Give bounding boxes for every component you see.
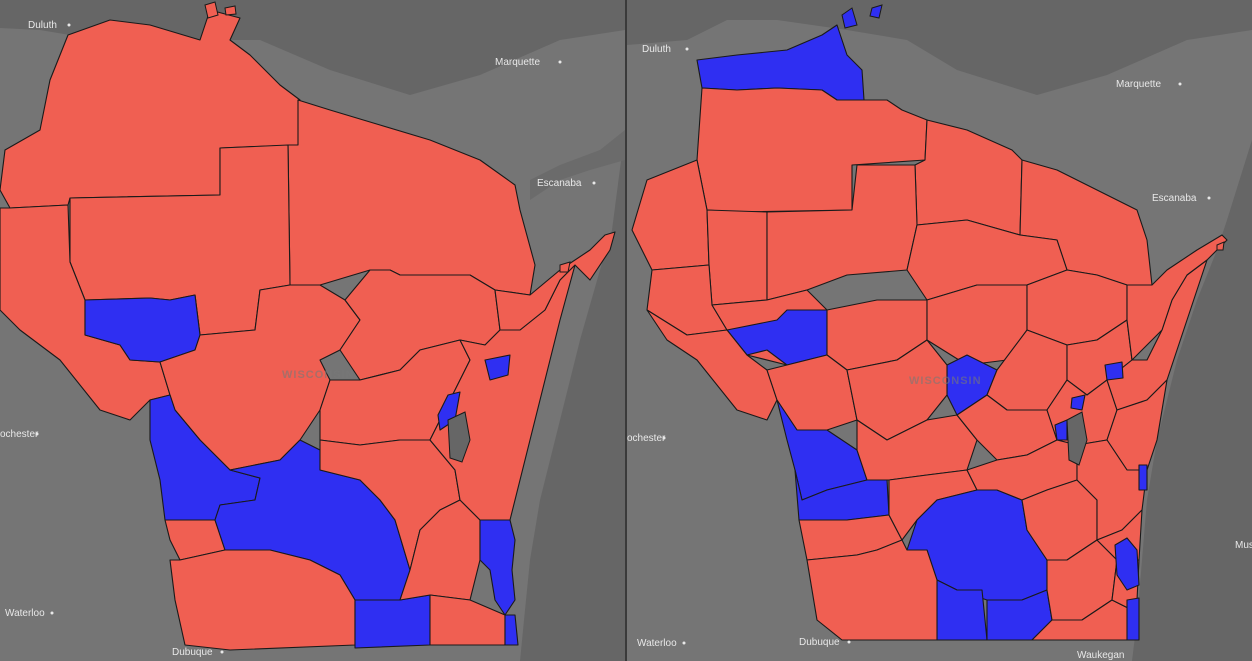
lake-superior (627, 0, 1252, 95)
district-dem[interactable] (484, 354, 511, 381)
city-label-waterloo: Waterloo (637, 638, 677, 649)
district-dem[interactable] (1070, 394, 1086, 411)
city-label-dubuque: Dubuque (172, 647, 213, 658)
city-dot (1207, 196, 1211, 200)
district-dem[interactable] (1054, 419, 1068, 441)
city-label-waukegan: Waukegan (1077, 650, 1124, 661)
state-label: WISCONSIN (282, 369, 355, 381)
city-label-duluth: Duluth (642, 44, 671, 55)
district[interactable] (1126, 234, 1228, 361)
right-city-labels: Duluth Marquette Escanaba ochester Water… (627, 44, 1252, 661)
state-label: WISCONSIN (909, 375, 982, 387)
island (1216, 241, 1225, 251)
city-label-waterloo: Waterloo (5, 608, 45, 619)
city-dot (50, 611, 54, 615)
city-dot (592, 181, 596, 185)
district[interactable] (706, 209, 768, 306)
lake-winnebago (447, 411, 471, 463)
left-city-labels: Duluth Marquette Escanaba ochester Water… (0, 20, 596, 658)
city-label-dubuque: Dubuque (799, 637, 840, 648)
lake-superior (0, 0, 625, 95)
city-label-escanaba: Escanaba (1152, 193, 1197, 204)
district-dem[interactable] (479, 519, 516, 616)
city-dot (35, 432, 39, 436)
city-dot (682, 641, 686, 645)
panel-divider (625, 0, 627, 661)
city-dot (1178, 82, 1182, 86)
city-label-marquette: Marquette (495, 57, 540, 68)
district-dem[interactable] (1114, 537, 1140, 591)
city-label-rochester: ochester (0, 429, 39, 440)
city-label-musk: Mus (1235, 540, 1252, 551)
district-dem[interactable] (1138, 464, 1148, 491)
left-map-svg: Duluth Marquette Escanaba ochester Water… (0, 0, 625, 661)
district[interactable] (169, 549, 356, 651)
left-districts (0, 1, 616, 651)
right-map-svg: Duluth Marquette Escanaba ochester Water… (627, 0, 1252, 661)
island (841, 7, 858, 29)
city-dot (67, 23, 71, 27)
city-dot (685, 47, 689, 51)
city-dot (847, 640, 851, 644)
district[interactable] (494, 231, 616, 331)
island (869, 4, 883, 19)
city-label-rochester: ochester (627, 433, 666, 444)
district-dem[interactable] (354, 594, 431, 649)
district-dem[interactable] (1104, 361, 1124, 381)
district[interactable] (806, 539, 938, 641)
island (224, 5, 237, 16)
district-dem[interactable] (437, 391, 461, 431)
city-dot (220, 650, 224, 654)
city-label-duluth: Duluth (28, 20, 57, 31)
district-dem[interactable] (1126, 597, 1140, 641)
right-districts (631, 4, 1228, 641)
island (559, 261, 571, 273)
lake-winnebago (1066, 411, 1088, 466)
island (204, 1, 219, 19)
lake-michigan (520, 130, 625, 661)
city-dot (558, 60, 562, 64)
city-label-marquette: Marquette (1116, 79, 1161, 90)
district-dem[interactable] (504, 614, 519, 646)
upper-peninsula-shore (530, 130, 625, 200)
right-district-map[interactable]: Duluth Marquette Escanaba ochester Water… (627, 0, 1252, 661)
lake-michigan (1132, 140, 1252, 661)
left-district-map[interactable]: Duluth Marquette Escanaba ochester Water… (0, 0, 625, 661)
city-dot (662, 436, 666, 440)
city-label-escanaba: Escanaba (537, 178, 582, 189)
